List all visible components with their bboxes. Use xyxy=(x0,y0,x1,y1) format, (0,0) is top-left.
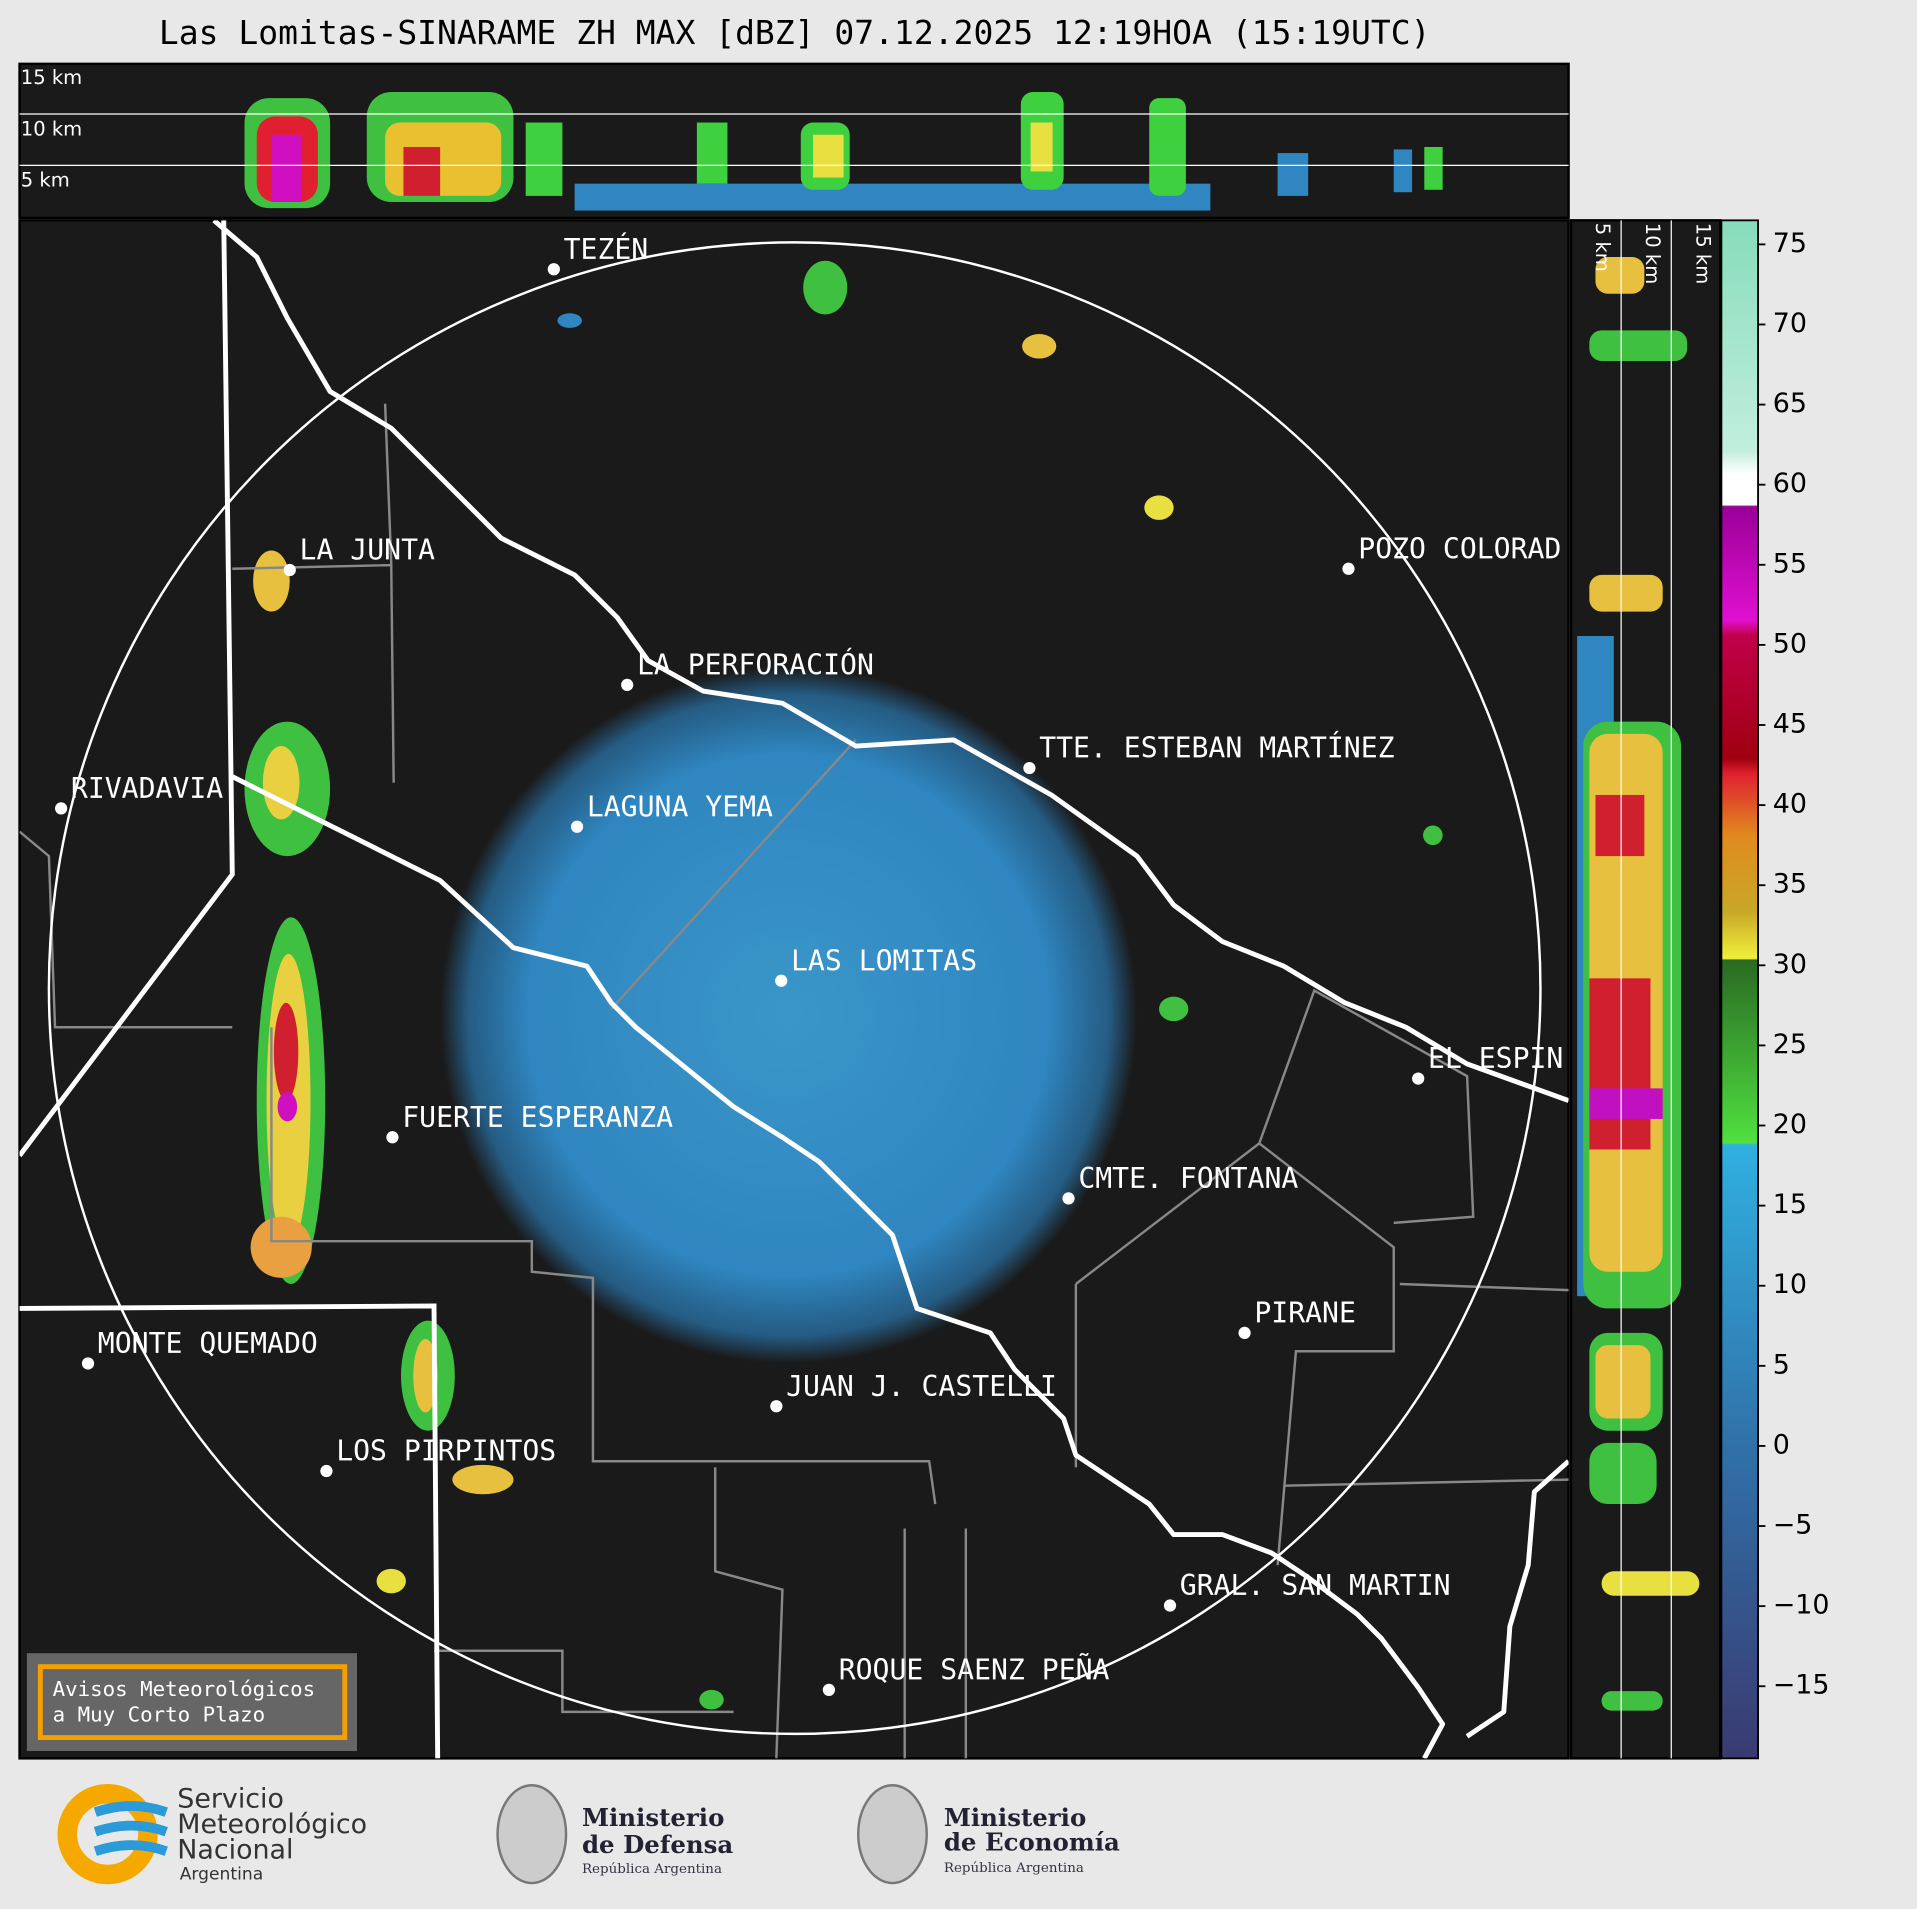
place-dot xyxy=(386,1131,399,1144)
place-dot xyxy=(1342,562,1355,575)
place-label: PIRANE xyxy=(1254,1297,1356,1330)
colorbar-ticks: −15 −10 −5 0 5 10 15 20 25 30 35 40 45 50 55 60 65 70 75 xyxy=(1758,228,1829,1701)
side-profile xyxy=(1577,257,1700,1711)
colorbar-tick-label: 70 xyxy=(1773,308,1807,339)
height-label: 5 km xyxy=(1591,223,1614,272)
colorbar-tick-label: 0 xyxy=(1773,1429,1790,1460)
places: TEZÉN LA JUNTA POZO COLORAD LA PERFORACIÓN T… xyxy=(55,232,1563,1696)
logo-text: República Argentina xyxy=(944,1861,1084,1876)
boundaries xyxy=(19,403,1569,1759)
map-layers: TEZÉN LA JUNTA POZO COLORAD LA PERFORACIÓN T… xyxy=(19,220,1569,1759)
place-label: TTE. ESTEBAN MARTÍNEZ xyxy=(1039,731,1394,765)
place-dot xyxy=(570,820,584,833)
colorbar-tick-label: 15 xyxy=(1773,1189,1807,1220)
colorbar xyxy=(1720,219,1759,1760)
logo-text: Ministerio xyxy=(944,1803,1086,1832)
place-dot xyxy=(1023,761,1036,775)
place-dot xyxy=(283,563,296,577)
height-label: 10 km xyxy=(21,117,82,140)
logo-text: Meteorológico xyxy=(177,1809,367,1840)
logo-text: Nacional xyxy=(177,1835,293,1866)
place-dot xyxy=(1238,1326,1251,1340)
place-label: LAGUNA YEMA xyxy=(587,790,773,823)
colorbar-tick-label: 50 xyxy=(1773,628,1807,659)
place-label: RIVADAVIA xyxy=(71,772,223,805)
place-dot xyxy=(775,974,788,987)
top-profile xyxy=(244,91,1443,211)
place-label: ROQUE SAENZ PEÑA xyxy=(839,1653,1110,1687)
place-label: CMTE. FONTANA xyxy=(1078,1162,1298,1195)
place-dot xyxy=(770,1400,783,1413)
logo-text: de Economía xyxy=(944,1827,1120,1856)
logo-text: República Argentina xyxy=(582,1862,722,1877)
place-label: TEZÉN xyxy=(564,232,649,266)
colorbar-tick-label: −10 xyxy=(1773,1590,1830,1621)
place-label: POZO COLORAD xyxy=(1358,532,1561,565)
place-dot xyxy=(1412,1072,1425,1085)
colorbar-tick-label: 65 xyxy=(1773,388,1807,419)
colorbar-tick-label: 35 xyxy=(1773,869,1807,900)
logo-text: Argentina xyxy=(180,1864,263,1884)
logo-text: de Defensa xyxy=(582,1830,733,1859)
place-dot xyxy=(1163,1599,1177,1612)
place-label: MONTE QUEMADO xyxy=(98,1327,318,1360)
place-label: LOS PIRPINTOS xyxy=(336,1435,556,1468)
place-dot xyxy=(81,1357,95,1370)
place-dot xyxy=(822,1683,836,1696)
colorbar-tick-label: −5 xyxy=(1773,1510,1813,1541)
colorbar-tick-label: 20 xyxy=(1773,1109,1807,1140)
place-label: GRAL. SAN MARTIN xyxy=(1180,1569,1451,1602)
logo-defensa: Ministerio de Defensa República Argentin… xyxy=(496,1784,733,1885)
colorbar-tick-label: 10 xyxy=(1773,1269,1807,1300)
range-ring xyxy=(47,241,1542,1736)
colorbar-tick-label: −15 xyxy=(1773,1670,1830,1701)
logo-text: Ministerio xyxy=(582,1803,724,1832)
place-dot xyxy=(621,678,634,692)
colorbar-tick-label: 60 xyxy=(1773,468,1807,499)
notice-box xyxy=(26,1653,357,1752)
echo-cells xyxy=(244,260,1443,1710)
title: Las Lomitas-SINARAME ZH MAX [dBZ] 07.12.… xyxy=(159,13,1431,52)
place-label: FUERTE ESPERANZA xyxy=(402,1101,673,1134)
place-dot xyxy=(55,802,68,815)
place-dot xyxy=(1062,1192,1075,1205)
logo-economia: Ministerio de Economía República Argenti… xyxy=(857,1784,1120,1885)
place-dot xyxy=(547,263,560,276)
colorbar-tick-label: 5 xyxy=(1773,1349,1790,1380)
logo-smn: Servicio Meteorológico Nacional Argentin… xyxy=(57,1783,367,1884)
place-label: EL ESPIN xyxy=(1428,1042,1563,1075)
radar-echo xyxy=(440,666,1137,1364)
colorbar-tick-label: 25 xyxy=(1773,1029,1807,1060)
logo-text: Servicio xyxy=(177,1783,284,1814)
height-label: 5 km xyxy=(21,169,70,192)
height-label: 15 km xyxy=(21,66,82,89)
rivers xyxy=(212,220,1569,1759)
colorbar-tick-label: 75 xyxy=(1773,228,1807,259)
place-dot xyxy=(320,1464,333,1478)
height-label: 10 km xyxy=(1641,223,1664,284)
place-label: LA PERFORACIÓN xyxy=(637,648,874,682)
height-label: 15 km xyxy=(1691,223,1714,284)
place-label: LA JUNTA xyxy=(300,534,435,567)
notice-text: a Muy Corto Plazo xyxy=(53,1703,266,1727)
notice-text: Avisos Meteorológicos xyxy=(53,1677,316,1701)
colorbar-tick-label: 55 xyxy=(1773,548,1807,579)
colorbar-tick-label: 45 xyxy=(1773,708,1807,739)
place-label: LAS LOMITAS xyxy=(791,944,977,977)
province-borders xyxy=(19,220,441,1759)
colorbar-tick-label: 30 xyxy=(1773,949,1807,980)
place-label: JUAN J. CASTELLI xyxy=(786,1370,1057,1403)
colorbar-tick-label: 40 xyxy=(1773,789,1807,820)
